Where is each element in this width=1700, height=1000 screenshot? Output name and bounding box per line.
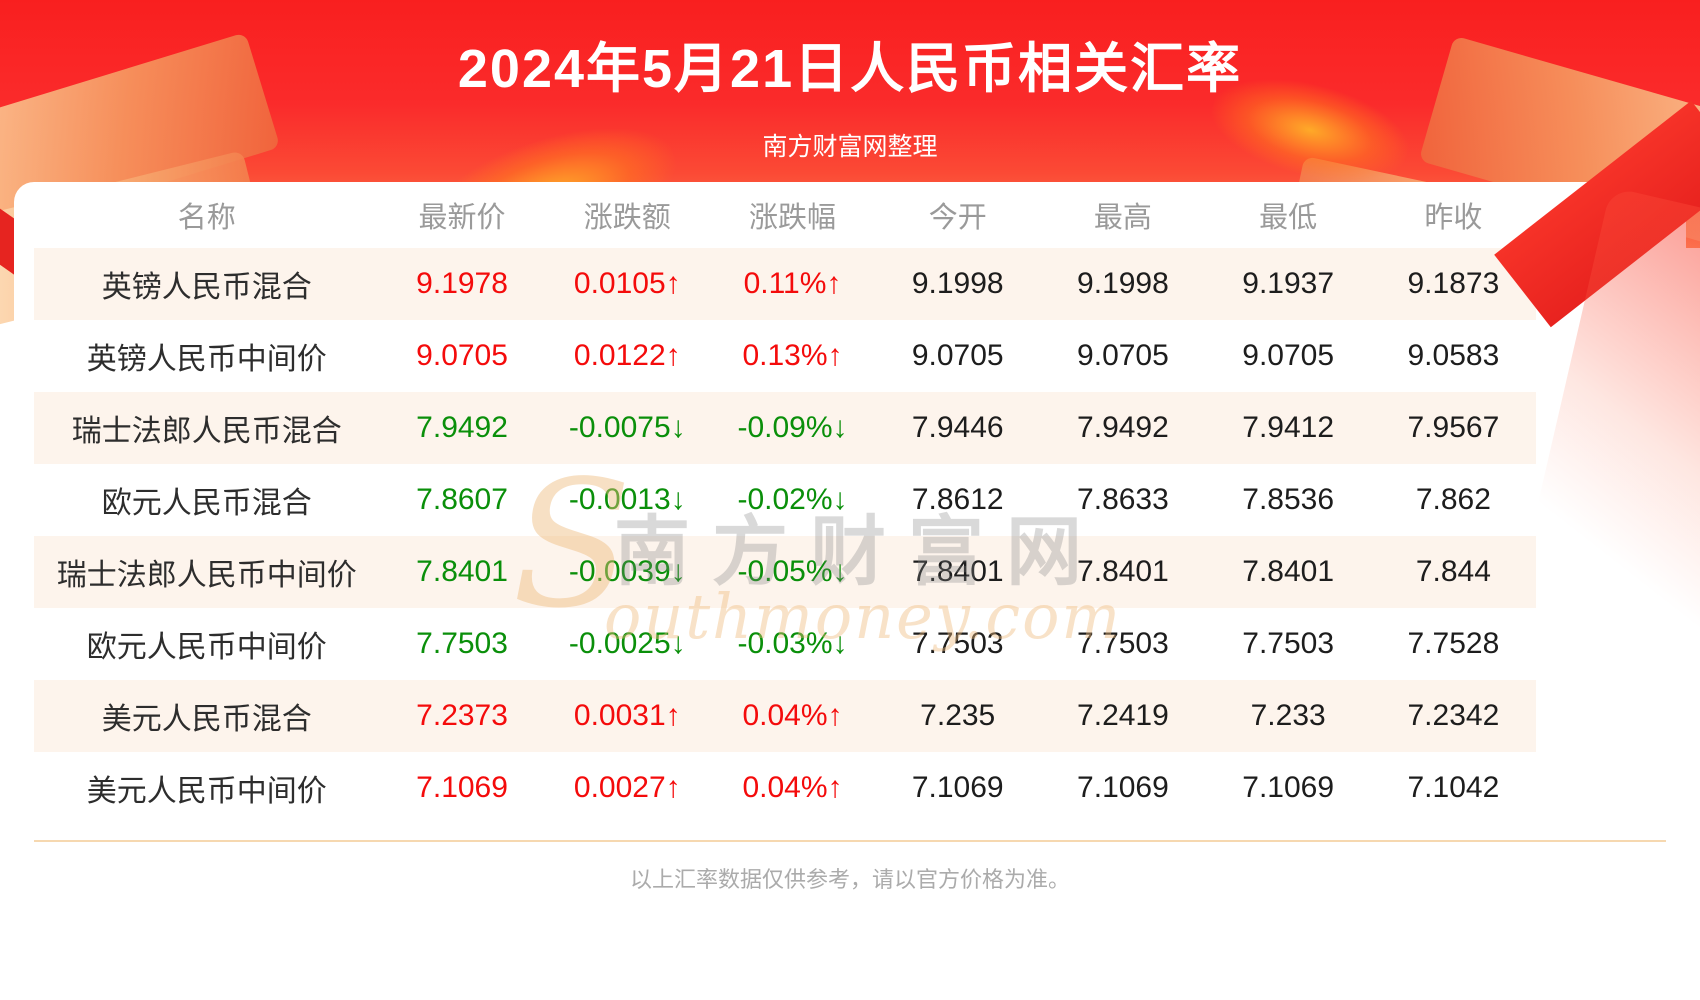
cell-open: 7.8612 [911, 483, 1004, 516]
column-header-1: 最新价 [418, 202, 506, 234]
cell-low: 7.8401 [1242, 555, 1335, 588]
cell-latest: 9.0705 [416, 339, 508, 372]
cell-pct: -0.05%↓ [737, 555, 848, 588]
cell-low: 7.8536 [1242, 483, 1335, 516]
cell-prev-close: 7.9567 [1407, 411, 1500, 444]
cell-latest: 7.7503 [416, 627, 508, 660]
table-row: 英镑人民币中间价 9.0705 0.0122↑ 0.13%↑ 9.0705 9.0705 9… [34, 320, 1536, 392]
cell-latest: 7.8401 [416, 555, 508, 588]
cell-name: 欧元人民币中间价 [86, 631, 327, 664]
cell-high: 7.2419 [1077, 699, 1169, 732]
cell-open: 7.9446 [911, 411, 1004, 444]
cell-latest: 9.1978 [416, 267, 508, 300]
page-subtitle: 南方财富网整理 [762, 133, 938, 161]
column-header-6: 最低 [1259, 202, 1318, 234]
cell-latest: 7.2373 [416, 699, 508, 732]
cell-low: 9.0705 [1242, 339, 1335, 372]
table-header-row: 名称 最新价 涨跌额 涨跌幅 今开 最高 最低 昨收 [34, 182, 1536, 248]
cell-change: -0.0025↓ [568, 627, 686, 660]
cell-change: 0.0105↑ [573, 267, 681, 300]
table-row: 欧元人民币混合 7.8607 -0.0013↓ -0.02%↓ 7.8612 7.8633… [34, 464, 1536, 536]
rates-table-body: 英镑人民币混合 9.1978 0.0105↑ 0.11%↑ 9.1998 9.1998 9.… [34, 248, 1536, 824]
cell-prev-close: 7.1042 [1407, 771, 1500, 804]
table-row: 美元人民币混合 7.2373 0.0031↑ 0.04%↑ 7.235 7.2419 7.2… [34, 680, 1536, 752]
cell-latest: 7.9492 [416, 411, 508, 444]
cell-pct: 0.04%↑ [742, 771, 843, 804]
footer-divider [34, 840, 1666, 842]
cell-low: 9.1937 [1242, 267, 1335, 300]
cell-open: 7.1069 [911, 771, 1004, 804]
cell-prev-close: 7.7528 [1407, 627, 1500, 660]
table-row: 英镑人民币混合 9.1978 0.0105↑ 0.11%↑ 9.1998 9.1998 9.… [34, 248, 1536, 320]
cell-low: 7.233 [1250, 699, 1326, 732]
cell-high: 7.7503 [1077, 627, 1169, 660]
column-header-3: 涨跌幅 [748, 202, 836, 234]
cell-prev-close: 7.2342 [1407, 699, 1500, 732]
cell-name: 美元人民币混合 [101, 703, 312, 736]
cell-open: 7.7503 [911, 627, 1004, 660]
cell-high: 7.8401 [1077, 555, 1169, 588]
cell-pct: -0.09%↓ [737, 411, 848, 444]
cell-name: 欧元人民币混合 [101, 487, 312, 520]
cell-change: -0.0013↓ [568, 483, 686, 516]
cell-prev-close: 7.862 [1415, 483, 1491, 516]
cell-name: 英镑人民币中间价 [86, 343, 327, 376]
cell-latest: 7.1069 [416, 771, 508, 804]
cell-prev-close: 7.844 [1415, 555, 1491, 588]
cell-change: 0.0031↑ [573, 699, 681, 732]
cell-name: 瑞士法郎人民币中间价 [56, 559, 357, 592]
cell-high: 9.1998 [1077, 267, 1169, 300]
cell-high: 9.0705 [1077, 339, 1169, 372]
footer-note: 以上汇率数据仅供参考，请以官方价格为准。 [629, 867, 1070, 892]
cell-name: 英镑人民币混合 [101, 271, 312, 304]
cell-pct: -0.02%↓ [737, 483, 848, 516]
cell-low: 7.9412 [1242, 411, 1335, 444]
cell-latest: 7.8607 [416, 483, 508, 516]
cell-prev-close: 9.1873 [1407, 267, 1500, 300]
cell-name: 瑞士法郎人民币混合 [71, 415, 342, 448]
cell-pct: 0.11%↑ [743, 267, 842, 300]
cell-low: 7.1069 [1242, 771, 1335, 804]
cell-pct: 0.13%↑ [742, 339, 843, 372]
cell-prev-close: 9.0583 [1407, 339, 1500, 372]
column-header-0: 名称 [177, 202, 236, 234]
cell-pct: -0.03%↓ [737, 627, 848, 660]
cell-open: 7.235 [920, 699, 996, 732]
cell-change: 0.0122↑ [573, 339, 681, 372]
cell-low: 7.7503 [1242, 627, 1335, 660]
cell-high: 7.8633 [1077, 483, 1169, 516]
column-header-4: 今开 [928, 202, 987, 234]
cell-pct: 0.04%↑ [742, 699, 843, 732]
cell-open: 9.0705 [911, 339, 1004, 372]
cell-change: -0.0039↓ [568, 555, 686, 588]
rates-card: S 南方财富网 outhmoney.com 名称 最新价 涨跌额 涨跌幅 今开 最高 最低昨… [14, 182, 1686, 828]
cell-open: 9.1998 [911, 267, 1004, 300]
column-header-2: 涨跌额 [583, 202, 671, 234]
cell-high: 7.9492 [1077, 411, 1169, 444]
table-row: 瑞士法郎人民币中间价 7.8401 -0.0039↓ -0.05%↓ 7.8401 7.8… [34, 536, 1536, 608]
cell-high: 7.1069 [1077, 771, 1169, 804]
column-header-7: 昨收 [1424, 202, 1483, 234]
cell-change: 0.0027↑ [573, 771, 681, 804]
page-title: 2024年5月21日人民币相关汇率 [457, 39, 1243, 99]
column-header-5: 最高 [1093, 202, 1152, 234]
cell-open: 7.8401 [911, 555, 1004, 588]
cell-change: -0.0075↓ [568, 411, 686, 444]
rates-table: 名称 最新价 涨跌额 涨跌幅 今开 最高 最低 昨收 英镑人民币混合 9.1978 0.0105↑… [34, 182, 1536, 824]
table-row: 美元人民币中间价 7.1069 0.0027↑ 0.04%↑ 7.1069 7.1069 7… [34, 752, 1536, 824]
table-row: 瑞士法郎人民币混合 7.9492 -0.0075↓ -0.09%↓ 7.9446 7.94… [34, 392, 1536, 464]
table-row: 欧元人民币中间价 7.7503 -0.0025↓ -0.03%↓ 7.7503 7.750… [34, 608, 1536, 680]
cell-name: 美元人民币中间价 [86, 775, 327, 808]
